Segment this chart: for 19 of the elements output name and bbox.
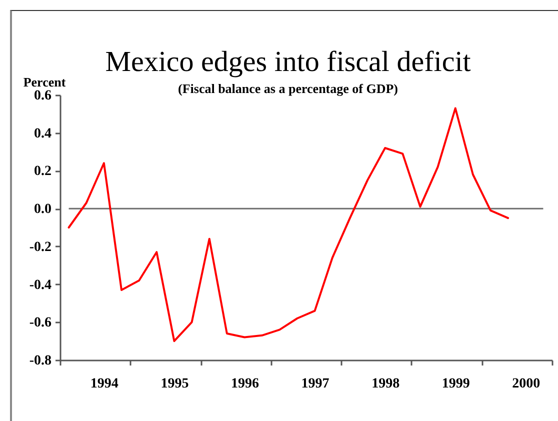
chart-subtitle: (Fiscal balance as a percentage of GDP) xyxy=(178,81,398,96)
x-tick-label: 1999 xyxy=(442,376,470,392)
y-tick-label: 0.0 xyxy=(34,202,52,218)
x-tick-label: 2000 xyxy=(512,376,540,392)
x-tick-label: 1997 xyxy=(301,376,330,392)
y-axis-title: Percent xyxy=(23,74,66,90)
y-tick-label: 0.4 xyxy=(34,126,52,142)
chart-title: Mexico edges into fiscal deficit xyxy=(105,46,471,78)
y-tick-label: -0.2 xyxy=(29,240,52,255)
x-tick-label: 1996 xyxy=(231,376,259,392)
y-tick-label: -0.8 xyxy=(29,354,52,368)
y-tick-label: -0.4 xyxy=(29,278,52,293)
x-tick-label: 1998 xyxy=(372,376,400,392)
line-series xyxy=(68,107,510,342)
x-tick-label: 1995 xyxy=(160,376,189,392)
y-tick-label: -0.6 xyxy=(29,316,52,331)
y-tick-label: 0.6 xyxy=(34,88,52,104)
x-tick-label: 1994 xyxy=(90,376,118,392)
y-tick-label: 0.2 xyxy=(34,164,52,180)
